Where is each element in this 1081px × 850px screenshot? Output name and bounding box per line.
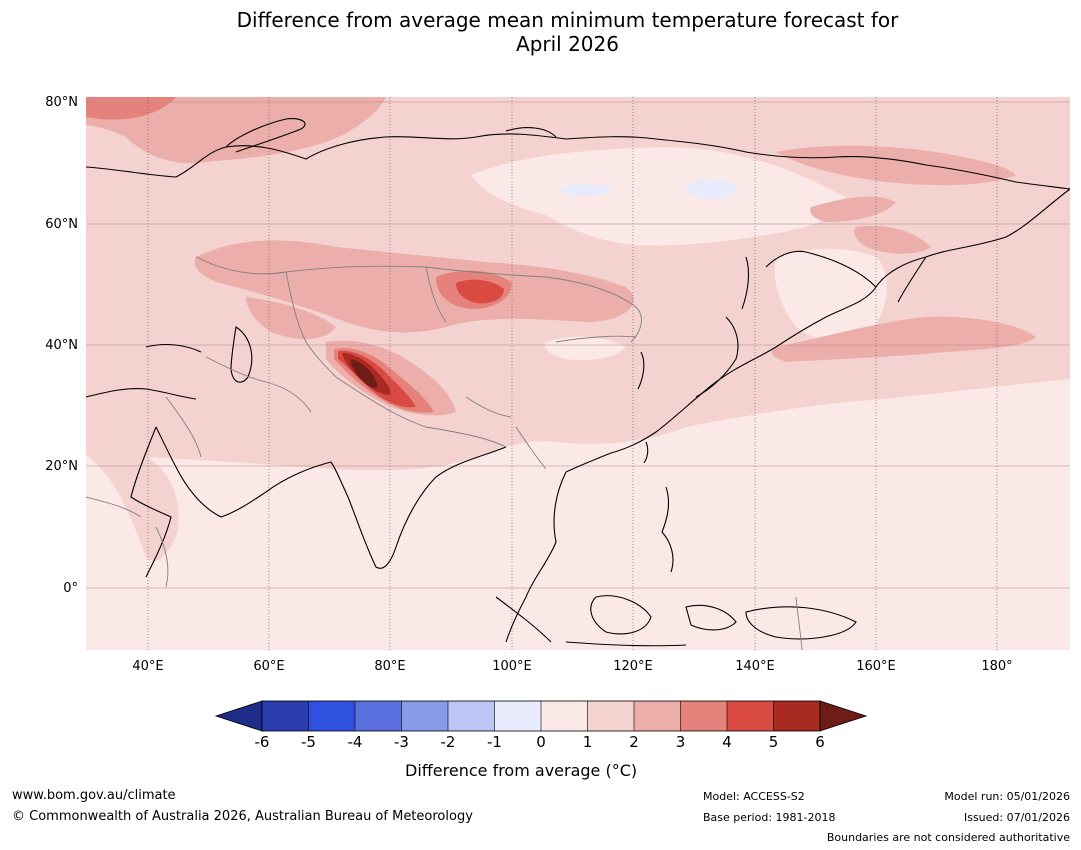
- anomaly-map: [86, 97, 1070, 650]
- contour-band-2-3-eastsib: [776, 145, 1016, 186]
- contour-band-2-3-okhotsk: [810, 196, 896, 222]
- contour-band-2-3-kamchatka: [854, 225, 931, 254]
- contour-band-2-3-pacific: [771, 316, 1036, 362]
- lat-label-80n: 80°N: [45, 95, 78, 110]
- cool-spot-west: [560, 184, 612, 196]
- colorbar-tick: 3: [675, 733, 686, 751]
- siberia-light-region-2: [774, 248, 887, 343]
- footer-model-run: Model run: 05/01/2026: [944, 790, 1070, 803]
- lon-label-140e: 140°E: [735, 659, 775, 674]
- contour-band-2-3-russia: [194, 240, 634, 333]
- colorbar-tick: 2: [629, 733, 639, 751]
- colorbar-tick: 6: [815, 733, 825, 751]
- lon-label-100e: 100°E: [492, 659, 532, 674]
- colorbar-label-prefix: Difference from average (: [405, 761, 612, 780]
- colorbar-tick: -1: [487, 733, 502, 751]
- footer-copyright: © Commonwealth of Australia 2026, Austra…: [12, 809, 473, 824]
- colorbar-bin-2-3: [634, 701, 681, 731]
- colorbar-bin-5-6: [773, 701, 820, 731]
- lon-label-180: 180°: [981, 659, 1013, 674]
- colorbar-tick: -3: [394, 733, 409, 751]
- lat-label-0: 0°: [63, 581, 78, 596]
- contour-band-1-2-africa: [86, 455, 179, 561]
- colorbar-extend-low: [214, 700, 263, 732]
- contour-band-above-6-tibet: [350, 359, 377, 388]
- colorbar-bin-m6-m5: [262, 701, 309, 731]
- contour-band-2-3-arctic: [86, 97, 386, 164]
- colorbar-bin-m5-m4: [308, 701, 355, 731]
- colorbar-tick: -2: [440, 733, 456, 751]
- lat-label-20n: 20°N: [45, 459, 78, 474]
- colorbar-label-unit: °C: [611, 761, 631, 780]
- colorbar-bin-m3-m2: [401, 701, 448, 731]
- colorbar-tick: -6: [254, 733, 270, 751]
- map-svg: [86, 97, 1070, 650]
- footer-issued: Issued: 07/01/2026: [963, 811, 1070, 824]
- lat-label-40n: 40°N: [45, 338, 78, 353]
- colorbar-tick: -5: [301, 733, 316, 751]
- lon-label-160e: 160°E: [856, 659, 896, 674]
- colorbar-bin-1-2: [587, 701, 634, 731]
- colorbar-bin-m2-m1: [448, 701, 495, 731]
- title-line-1: Difference from average mean minimum tem…: [236, 8, 899, 32]
- footer-base-period: Base period: 1981-2018: [703, 811, 836, 824]
- graticule: [147, 97, 998, 650]
- colorbar-bin-3-4: [680, 701, 727, 731]
- colorbar-tick: 0: [536, 733, 546, 751]
- contour-band-4-5-mongolia: [456, 279, 504, 304]
- colorbar-bin-m1-0: [494, 701, 541, 731]
- colorbar-label-suffix: ): [630, 761, 638, 780]
- lon-label-120e: 120°E: [613, 659, 653, 674]
- lon-label-60e: 60°E: [253, 659, 285, 674]
- country-borders: [86, 256, 803, 650]
- colorbar-extend-high: [819, 700, 868, 732]
- cool-spot-east: [685, 179, 737, 199]
- colorbar-dividers: [308, 701, 774, 731]
- footer-model: Model: ACCESS-S2: [703, 790, 805, 803]
- colorbar-tick: 4: [722, 733, 732, 751]
- china-light-region: [544, 336, 626, 361]
- contour-band-3-4-arctic: [86, 97, 176, 120]
- footer-disclaimer: Boundaries are not considered authoritat…: [826, 831, 1070, 844]
- chart-title: Difference from average mean minimum tem…: [0, 8, 1081, 56]
- siberia-light-region: [471, 147, 846, 246]
- contour-band-2-3-kazakh: [246, 297, 336, 339]
- lon-label-80e: 80°E: [374, 659, 406, 674]
- colorbar-label: Difference from average (°C): [405, 761, 637, 780]
- colorbar-bin-m4-m3: [355, 701, 402, 731]
- colorbar-bin-4-5: [727, 701, 774, 731]
- colorbar-bin-0-1: [541, 701, 588, 731]
- footer-website-link[interactable]: www.bom.gov.au/climate: [12, 788, 176, 803]
- colorbar: [214, 700, 868, 732]
- lat-label-60n: 60°N: [45, 217, 78, 232]
- lon-label-40e: 40°E: [132, 659, 164, 674]
- colorbar-tick: 5: [768, 733, 779, 751]
- coastlines: [86, 118, 1070, 647]
- title-line-2: April 2026: [516, 32, 619, 56]
- colorbar-tick: -4: [347, 733, 363, 751]
- colorbar-tick: 1: [582, 733, 593, 751]
